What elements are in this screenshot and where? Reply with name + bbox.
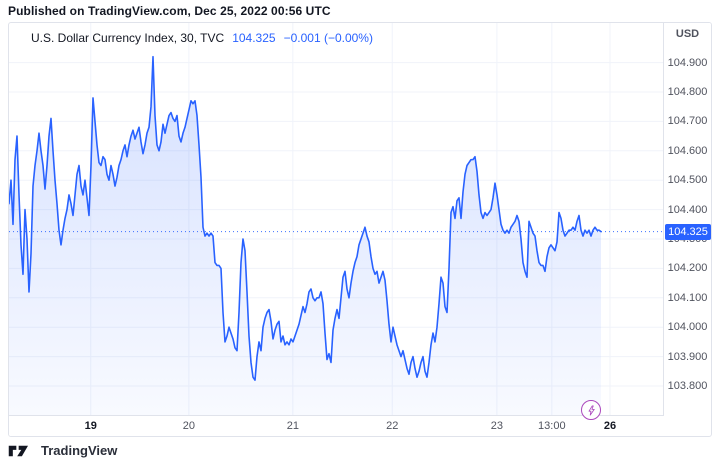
chart-header: U.S. Dollar Currency Index, 30, TVC 104.… [31,31,373,45]
time-scale[interactable]: 19 20 21 22 23 13:00 26 [9,415,663,436]
y-axis-label: 104.000 [667,321,708,334]
y-axis-label: 104.800 [667,86,708,98]
boost-button[interactable] [581,400,601,420]
published-line: Published on TradingView.com, Dec 25, 20… [8,4,331,18]
x-axis-label: 13:00 [538,420,566,432]
x-axis-label: 19 [84,420,97,432]
x-axis-label: 26 [603,420,617,432]
brand-name[interactable]: TradingView [41,443,118,458]
x-axis-label: 21 [286,420,299,432]
price-change-value: −0.001 (−0.00%) [283,31,373,45]
x-axis-label: 23 [490,420,503,432]
y-axis-label: 104.700 [667,115,708,128]
last-price-badge: 104.325 [665,223,711,240]
y-axis-label: 103.800 [667,380,708,392]
price-scale[interactable]: USD 104.325 104.900 104.800 104.700 104.600… [663,23,711,416]
symbol-title: U.S. Dollar Currency Index, 30, TVC [31,31,225,45]
tradingview-logo[interactable] [8,444,34,458]
y-axis-label: 104.200 [667,262,708,275]
y-axis-label: 104.900 [667,56,708,69]
x-axis-label: 20 [182,420,195,432]
last-price-value: 104.325 [232,31,276,45]
plot-area[interactable] [9,23,663,416]
y-axis-label: 104.500 [667,174,708,187]
y-axis-label: 104.600 [667,144,708,157]
lightning-bolt-icon [588,405,595,415]
x-axis-label: 22 [386,420,399,432]
chart-card: U.S. Dollar Currency Index, 30, TVC 104.… [8,22,712,437]
footer: TradingView [8,443,117,458]
currency-label: USD [675,28,700,40]
y-axis-label: 103.900 [667,350,708,363]
price-chart-svg[interactable] [9,23,663,416]
y-axis-label: 104.400 [667,203,708,216]
y-axis-label: 104.100 [667,291,708,304]
